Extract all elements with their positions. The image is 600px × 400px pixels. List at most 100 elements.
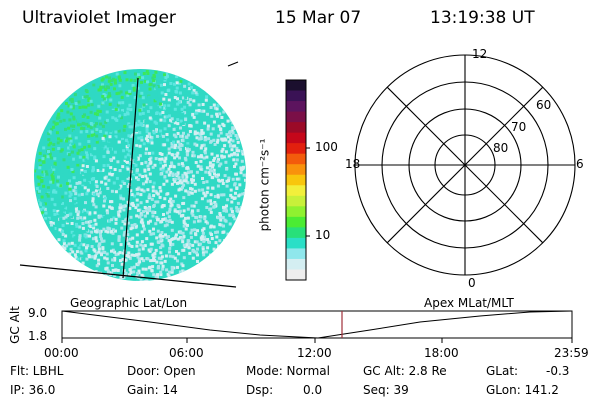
- image-speckle: [171, 172, 175, 176]
- image-speckle: [142, 227, 146, 231]
- image-speckle: [145, 134, 149, 138]
- image-speckle: [176, 259, 179, 263]
- image-speckle: [118, 114, 122, 118]
- image-speckle: [185, 175, 189, 179]
- image-speckle: [212, 103, 216, 107]
- image-speckle: [122, 182, 126, 185]
- image-speckle: [126, 185, 130, 188]
- image-speckle: [210, 114, 214, 118]
- image-speckle: [106, 195, 110, 199]
- image-speckle: [155, 260, 159, 264]
- image-speckle: [86, 115, 90, 119]
- image-speckle: [136, 73, 140, 77]
- image-speckle: [231, 213, 235, 217]
- image-speckle: [181, 269, 185, 273]
- image-speckle: [123, 230, 127, 234]
- image-speckle: [168, 254, 172, 258]
- image-speckle: [209, 207, 213, 211]
- image-speckle: [237, 194, 241, 198]
- image-speckle: [195, 131, 199, 135]
- image-speckle: [92, 203, 96, 207]
- image-speckle: [87, 144, 91, 148]
- image-speckle: [181, 113, 184, 117]
- image-speckle: [66, 110, 70, 114]
- image-speckle: [239, 171, 243, 175]
- image-speckle: [129, 227, 133, 231]
- image-speckle: [181, 231, 185, 235]
- image-speckle: [185, 86, 189, 90]
- image-speckle: [146, 122, 150, 126]
- image-speckle: [208, 240, 211, 244]
- image-speckle: [78, 175, 82, 179]
- image-speckle: [55, 122, 59, 126]
- image-speckle: [181, 175, 185, 179]
- image-speckle: [109, 166, 113, 170]
- image-speckle: [184, 118, 188, 122]
- image-speckle: [148, 229, 152, 233]
- image-speckle: [217, 216, 220, 220]
- image-speckle: [188, 251, 192, 255]
- image-speckle: [118, 278, 122, 281]
- image-speckle: [53, 157, 57, 161]
- image-speckle: [152, 79, 156, 83]
- image-speckle: [144, 174, 148, 178]
- image-speckle: [65, 221, 69, 225]
- image-speckle: [183, 222, 187, 226]
- image-speckle: [52, 120, 56, 124]
- image-speckle: [233, 217, 237, 221]
- image-speckle: [217, 158, 220, 162]
- image-speckle: [227, 154, 231, 158]
- image-speckle: [66, 187, 70, 191]
- terminator-line: [19, 264, 237, 288]
- image-speckle: [106, 226, 110, 230]
- image-speckle: [42, 146, 46, 150]
- image-speckle: [228, 232, 232, 236]
- image-speckle: [131, 201, 135, 205]
- image-speckle: [193, 132, 197, 136]
- image-speckle: [91, 151, 95, 155]
- image-speckle: [155, 97, 159, 101]
- image-speckle: [113, 258, 117, 262]
- image-speckle: [147, 132, 151, 136]
- image-speckle: [196, 229, 199, 233]
- altitude-curve: [61, 310, 573, 339]
- image-speckle: [101, 83, 104, 87]
- image-speckle: [65, 137, 69, 141]
- image-speckle: [66, 200, 70, 204]
- image-speckle: [184, 189, 188, 193]
- colorbar-swatch: [286, 206, 306, 218]
- image-speckle: [205, 180, 209, 184]
- x-tick-1200: 12:00: [297, 346, 332, 360]
- image-speckle: [217, 124, 221, 128]
- image-speckle: [211, 165, 215, 169]
- image-speckle: [90, 130, 94, 134]
- image-speckle: [152, 172, 156, 176]
- image-speckle: [128, 92, 132, 95]
- image-speckle: [69, 98, 73, 102]
- image-speckle: [151, 86, 155, 90]
- image-speckle: [228, 213, 232, 217]
- mlt-label-0: 0: [468, 276, 476, 290]
- image-speckle: [72, 117, 76, 121]
- image-speckle: [148, 83, 152, 87]
- image-speckle: [71, 142, 75, 146]
- image-speckle: [174, 127, 178, 131]
- image-speckle: [145, 105, 149, 109]
- image-speckle: [209, 139, 213, 143]
- image-speckle: [49, 141, 53, 145]
- image-speckle: [184, 94, 188, 98]
- image-speckle: [114, 117, 118, 121]
- image-speckle: [119, 243, 123, 247]
- image-speckle: [131, 156, 135, 160]
- image-speckle: [71, 170, 75, 174]
- image-speckle: [71, 250, 75, 254]
- image-speckle: [142, 182, 145, 186]
- image-speckle: [56, 141, 60, 145]
- image-speckle: [38, 189, 41, 193]
- image-speckle: [109, 83, 113, 86]
- image-speckle: [147, 193, 151, 197]
- image-speckle: [220, 154, 224, 158]
- image-speckle: [85, 130, 89, 133]
- x-tick-1800: 18:00: [424, 346, 459, 360]
- image-speckle: [48, 166, 51, 169]
